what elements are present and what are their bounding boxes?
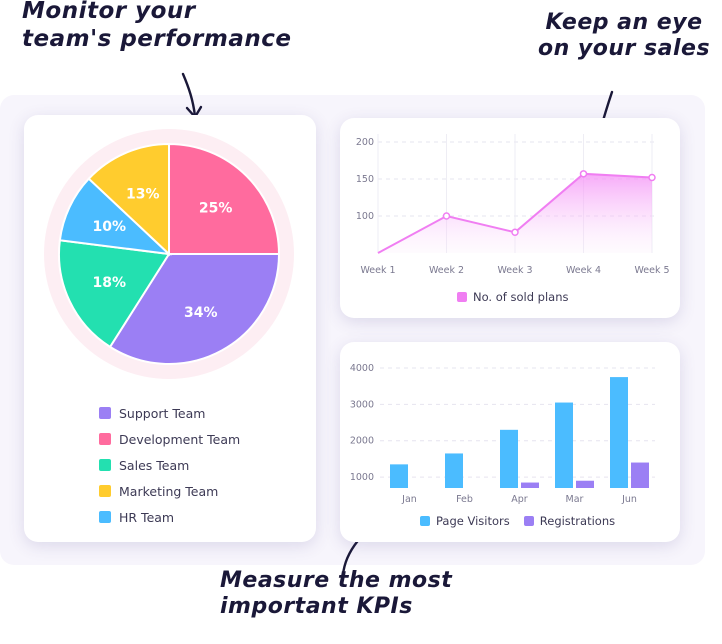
- legend-label: Support Team: [119, 405, 206, 421]
- line-legend-label: No. of sold plans: [473, 290, 569, 304]
- pie-chart-card: 25% 34% 18% 10% 13% Support Team Development …: [24, 115, 316, 542]
- line-y-tick: 150: [356, 174, 374, 185]
- line-chart-card: 100 150 200 Week 1 Week 2 Week 3 Week 4 Week 5 …: [340, 118, 680, 318]
- bar-chart-card: 1000 2000 3000 4000 Jan Feb Apr Mar Jun Page Vis…: [340, 342, 680, 542]
- legend-label: Sales Team: [119, 457, 190, 473]
- bar-y-tick: 3000: [350, 399, 374, 410]
- legend-swatch: [99, 407, 111, 419]
- pie-legend-item-development-team: Development Team: [99, 426, 240, 452]
- line-y-tick: 100: [356, 211, 374, 222]
- bar-registrations: [521, 482, 539, 488]
- bar-legend-label-registrations: Registrations: [539, 514, 616, 528]
- bar-x-tick: Feb: [456, 494, 473, 505]
- bar-chart: 1000 2000 3000 4000 Jan Feb Apr Mar Jun: [350, 363, 655, 505]
- legend-label: Marketing Team: [119, 483, 219, 499]
- pie-label-support-team: 34%: [184, 305, 218, 321]
- pie-slice-marketing-team: [87, 142, 170, 257]
- pie-legend-item-support-team: Support Team: [99, 400, 240, 426]
- bar-legend: Page Visitors Registrations: [420, 514, 615, 528]
- line-point: [442, 212, 451, 220]
- bar-x-tick: Apr: [511, 494, 528, 505]
- annotation-kpi-line-1: Measure the most: [220, 568, 453, 593]
- pie-legend-item-sales-team: Sales Team: [99, 452, 240, 478]
- line-area-fill: [378, 173, 652, 253]
- line-x-tick: Week 3: [497, 265, 532, 276]
- bar-page-visitors: [445, 453, 463, 488]
- line-point: [648, 173, 656, 182]
- annotation-sales: Keep an eye on your sales: [538, 10, 710, 63]
- bar-x-tick: Jan: [401, 494, 417, 505]
- pie-legend-item-hr-team: HR Team: [99, 504, 240, 530]
- pie-slice-development-team: [168, 142, 281, 255]
- annotation-sales-line-1: Keep an eye: [545, 10, 703, 35]
- pie-label-hr-team: 10%: [93, 219, 127, 235]
- bar-page-visitors: [610, 377, 628, 488]
- line-x-tick: Week 5: [634, 265, 669, 276]
- legend-label: Development Team: [119, 431, 241, 447]
- line-x-tick: Week 4: [566, 265, 601, 276]
- legend-swatch: [99, 459, 111, 471]
- annotation-kpi-line-2: important KPIs: [220, 594, 413, 620]
- bar-y-tick: 2000: [350, 436, 374, 447]
- legend-swatch: [99, 485, 111, 497]
- pie-chart: 25% 34% 18% 10% 13%: [44, 129, 294, 379]
- annotation-team-line-1: Monitor your: [22, 0, 196, 24]
- annotation-kpi: Measure the most important KPIs: [220, 568, 452, 621]
- bar-registrations: [576, 480, 594, 488]
- bar-y-tick: 1000: [350, 472, 374, 483]
- bar-page-visitors: [555, 402, 573, 488]
- line-point: [579, 170, 588, 178]
- pie-legend-item-marketing-team: Marketing Team: [99, 478, 240, 504]
- legend-label: HR Team: [119, 509, 175, 525]
- line-chart: 100 150 200 Week 1 Week 2 Week 3 Week 4 Week 5: [356, 134, 670, 276]
- pie-slice-sales-team: [58, 239, 171, 349]
- pie-label-marketing-team: 13%: [126, 186, 160, 202]
- bar-x-tick: Jun: [621, 494, 637, 505]
- pie-label-development-team: 25%: [199, 200, 233, 216]
- line-x-tick: Week 2: [429, 265, 464, 276]
- bar-legend-swatch-registrations: [523, 516, 534, 526]
- annotation-team-line-2: team's performance: [22, 25, 292, 52]
- legend-swatch: [99, 433, 111, 445]
- legend-swatch: [99, 511, 111, 523]
- bar-legend-label-visitors: Page Visitors: [436, 514, 510, 528]
- line-y-tick: 200: [356, 137, 374, 148]
- annotation-team: Monitor your team's performance: [22, 0, 291, 53]
- bar-y-tick: 4000: [350, 363, 374, 374]
- bar-page-visitors: [500, 429, 518, 488]
- line-legend: No. of sold plans: [457, 290, 569, 304]
- line-legend-swatch: [457, 292, 467, 302]
- bar-x-tick: Mar: [566, 494, 584, 505]
- pie-legend: Support Team Development Team Sales Team Ma…: [99, 400, 240, 530]
- bar-registrations: [631, 462, 649, 488]
- line-x-tick: Week 1: [360, 265, 395, 276]
- annotation-sales-line-2: on your sales: [538, 36, 711, 62]
- bar-page-visitors: [390, 464, 408, 488]
- line-point: [511, 228, 519, 237]
- bar-legend-swatch-visitors: [420, 516, 430, 526]
- pie-label-sales-team: 18%: [93, 275, 127, 291]
